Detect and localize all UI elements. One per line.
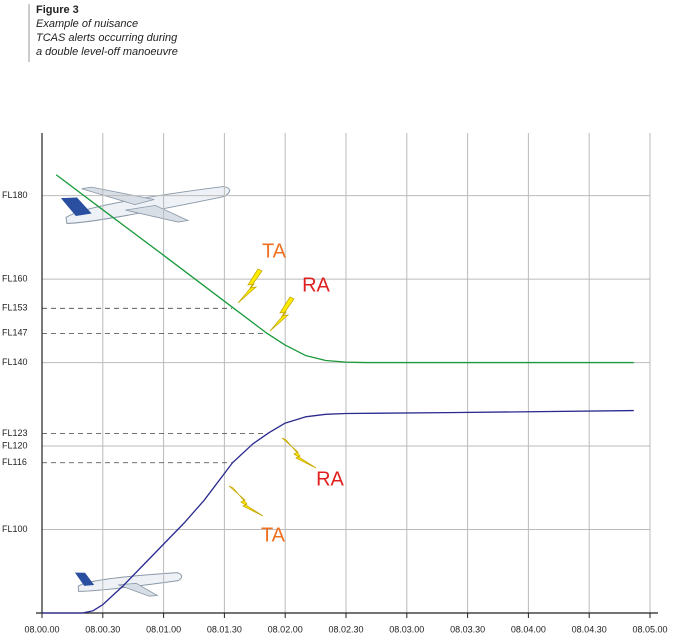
figure-subtitle: Example of nuisance (36, 18, 138, 30)
figure-subtitle: TCAS alerts occurring during (36, 32, 178, 44)
aircraft-bottom (74, 572, 183, 597)
x-tick-label: 08.04.30 (572, 624, 607, 634)
alert-bolt (269, 296, 295, 332)
y-tick-label: FL180 (2, 190, 28, 200)
series-line (55, 174, 634, 364)
alert-bolt (281, 437, 317, 469)
alert-bolt (237, 268, 263, 304)
y-tick-label: FL160 (2, 273, 28, 283)
alert-level-label: FL153 (2, 303, 28, 313)
alert-level-label: FL123 (2, 428, 28, 438)
figure-subtitle: a double level-off manoeuvre (36, 46, 178, 58)
alert-label: RA (316, 468, 344, 490)
x-tick-label: 08.02.30 (328, 624, 363, 634)
y-tick-label: FL140 (2, 357, 28, 367)
figure-title: Figure 3 (36, 4, 79, 16)
x-tick-label: 08.04.00 (511, 624, 546, 634)
alert-label: TA (262, 240, 287, 262)
alert-bolt (228, 485, 264, 517)
alert-level-label: FL116 (2, 457, 27, 467)
alert-label: TA (261, 524, 286, 546)
y-tick-label: FL100 (2, 524, 28, 534)
x-tick-label: 08.03.00 (389, 624, 424, 634)
x-tick-label: 08.01.00 (146, 624, 181, 634)
x-tick-label: 08.01.30 (207, 624, 242, 634)
aircraft-top (60, 186, 231, 224)
series-line (42, 409, 634, 614)
x-tick-label: 08.05.00 (632, 624, 667, 634)
alert-label: RA (302, 274, 330, 296)
y-tick-label: FL120 (2, 440, 28, 450)
x-tick-label: 08.00.30 (85, 624, 120, 634)
x-tick-label: 08.03.30 (450, 624, 485, 634)
alert-level-label: FL147 (2, 328, 28, 338)
x-tick-label: 08.02.00 (268, 624, 303, 634)
x-tick-label: 08.00.00 (24, 624, 59, 634)
